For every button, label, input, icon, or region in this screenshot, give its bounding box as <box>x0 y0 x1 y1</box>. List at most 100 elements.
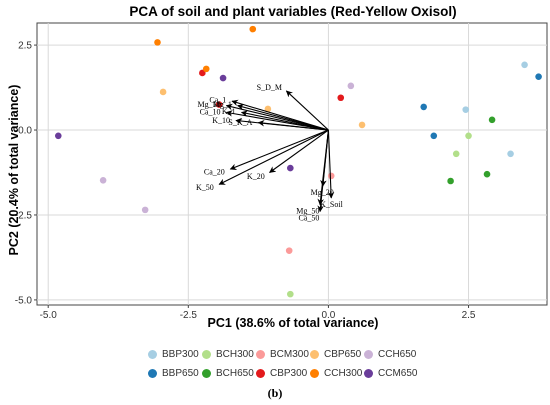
legend-item: CCM650 <box>364 368 418 379</box>
loading-arrow <box>229 129 329 170</box>
legend-label: BBP300 <box>162 349 199 360</box>
y-tick-label: -5.0 <box>15 295 33 306</box>
loading-label: Ca_20 <box>204 167 225 176</box>
legend-marker <box>202 350 211 359</box>
legend-item: CCH650 <box>364 349 418 360</box>
point-bch650 <box>447 177 454 185</box>
loading-label: Ca_50 <box>299 214 320 223</box>
point-ccm650 <box>219 74 227 82</box>
legend-item: CCH300 <box>310 368 364 379</box>
legend-row: BBP300 BCH300 BCM300 CBP650 CCH650 <box>148 345 468 364</box>
loading-arrow <box>327 130 335 199</box>
point-ccm650 <box>287 164 294 172</box>
point-bch300 <box>452 150 460 158</box>
legend-marker <box>148 369 157 378</box>
loading-label: K_Soil <box>320 200 343 209</box>
point-cbp650 <box>264 105 272 113</box>
loading-arrow <box>317 129 329 213</box>
x-tick-label: 0.0 <box>321 310 335 321</box>
legend-item: BCH650 <box>202 368 256 379</box>
loading-label: K_50 <box>196 183 214 192</box>
loading-label: K_1 <box>222 107 236 116</box>
loading-label: Mg_1 <box>213 100 232 109</box>
legend-item: BBP300 <box>148 349 202 360</box>
point-bcm300 <box>327 172 335 180</box>
y-tick-label: 0.0 <box>18 126 32 137</box>
point-bbp300 <box>521 61 528 69</box>
point-cch300 <box>249 25 257 33</box>
point-bcm300 <box>285 247 293 254</box>
legend-row: BBP650 BCH650 CBP300 CCH300 CCM650 <box>148 364 468 383</box>
loading-label: Ca_10 <box>200 107 221 116</box>
plot-area <box>36 22 548 306</box>
y-axis-label: PC2 (20.4% of total variance) <box>7 84 21 256</box>
point-cbp650 <box>159 88 167 96</box>
point-ccm650 <box>54 132 62 140</box>
x-tick-label: -2.5 <box>180 310 198 321</box>
point-bbp650 <box>420 103 428 111</box>
x-axis-label: PC1 (38.6% of total variance) <box>207 316 379 330</box>
legend-label: BCH300 <box>216 349 254 360</box>
point-cch650 <box>99 177 107 184</box>
legend-item: CBP650 <box>310 349 364 360</box>
legend-label: BCM300 <box>270 349 309 360</box>
loading-label: Mg_50 <box>296 207 319 216</box>
point-bbp650 <box>430 132 438 140</box>
y-tick-label: 2.5 <box>18 41 32 52</box>
loading-label: K_10 <box>212 116 230 125</box>
legend: BBP300 BCH300 BCM300 CBP650 CCH650 BBP650 BCH6… <box>148 345 468 383</box>
legend-marker <box>364 369 373 378</box>
loading-arrow <box>218 129 329 185</box>
loading-arrow <box>257 119 329 131</box>
point-cch650 <box>141 206 149 214</box>
loading-label: Mg_10 <box>197 100 220 109</box>
point-cbp300 <box>337 94 345 102</box>
legend-label: BCH650 <box>216 368 254 379</box>
x-tick-label: -5.0 <box>40 310 58 321</box>
loading-label: S_K_A <box>228 118 252 127</box>
legend-label: CBP650 <box>324 349 362 360</box>
point-cbp300 <box>199 69 206 77</box>
x-tick-label: 2.5 <box>462 310 476 321</box>
legend-marker <box>202 369 211 378</box>
legend-marker <box>364 350 373 359</box>
legend-label: CCH650 <box>378 349 417 360</box>
point-cch650 <box>347 82 355 90</box>
figure-caption: (b) <box>267 386 283 400</box>
point-cch300 <box>202 65 210 73</box>
legend-label: CCH300 <box>324 368 363 379</box>
point-bbp300 <box>507 150 514 158</box>
loading-label: S_D_M <box>257 83 282 92</box>
legend-label: CCM650 <box>378 368 418 379</box>
legend-marker <box>310 369 319 378</box>
legend-item: BCH300 <box>202 349 256 360</box>
loading-arrow <box>240 110 329 131</box>
loading-label: K_20 <box>247 172 265 181</box>
point-bch650 <box>483 170 491 178</box>
legend-label: BBP650 <box>162 368 199 379</box>
chart-title: PCA of soil and plant variables (Red-Yel… <box>129 4 457 19</box>
legend-marker <box>310 350 319 359</box>
legend-marker <box>148 350 157 359</box>
point-bch300 <box>465 132 472 140</box>
loading-arrow <box>285 90 329 131</box>
loading-arrow <box>225 103 329 131</box>
legend-marker <box>256 369 265 378</box>
point-bbp650 <box>535 73 542 80</box>
point-cbp650 <box>358 121 366 129</box>
legend-item: BCM300 <box>256 349 310 360</box>
legend-item: BBP650 <box>148 368 202 379</box>
loading-label: Ca_1 <box>209 95 226 104</box>
legend-label: CBP300 <box>270 368 308 379</box>
point-cbp300 <box>215 101 223 108</box>
legend-item: CBP300 <box>256 368 310 379</box>
point-bch650 <box>488 116 496 124</box>
y-tick-label: -2.5 <box>15 210 33 221</box>
legend-marker <box>256 350 265 359</box>
point-cch300 <box>154 39 161 46</box>
loading-arrow <box>269 129 329 173</box>
point-bbp300 <box>462 106 470 113</box>
point-bch300 <box>287 290 294 298</box>
